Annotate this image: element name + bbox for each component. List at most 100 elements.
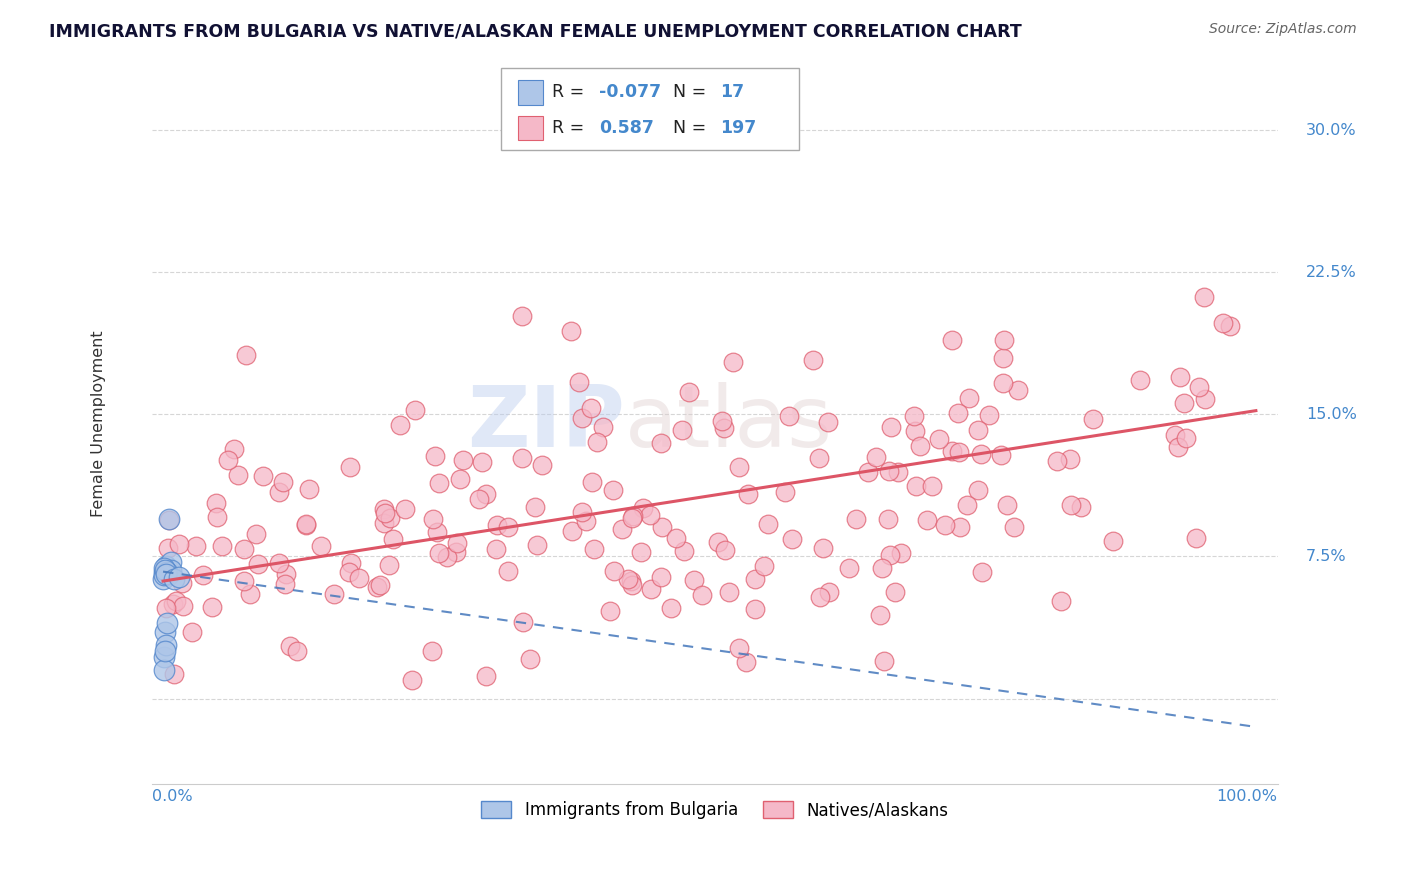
Point <box>426 525 449 540</box>
Point <box>887 465 910 479</box>
Point <box>845 512 868 526</box>
Point <box>1173 395 1195 409</box>
Point <box>602 564 624 578</box>
Point <box>678 384 700 399</box>
Text: atlas: atlas <box>624 383 832 466</box>
Point <box>446 535 468 549</box>
Point <box>1194 392 1216 406</box>
Point <box>155 644 177 658</box>
Point <box>181 625 204 640</box>
Point <box>510 309 533 323</box>
Point <box>921 478 943 492</box>
Point <box>993 334 1015 348</box>
Point <box>205 510 228 524</box>
Point <box>561 524 583 539</box>
Legend: Immigrants from Bulgaria, Natives/Alaskans: Immigrants from Bulgaria, Natives/Alaska… <box>475 794 955 826</box>
Point <box>1081 412 1104 426</box>
Point <box>967 423 990 437</box>
Point <box>156 568 179 582</box>
Text: N =: N = <box>673 84 711 102</box>
Point <box>323 587 346 601</box>
Point <box>630 545 652 559</box>
Point <box>519 652 541 666</box>
Point <box>155 625 177 640</box>
Point <box>713 421 735 435</box>
Point <box>153 649 176 664</box>
Point <box>155 566 177 581</box>
Point <box>811 541 834 555</box>
Text: 22.5%: 22.5% <box>1306 265 1357 280</box>
Point <box>1188 380 1211 394</box>
Point <box>163 572 186 586</box>
Point <box>890 546 912 560</box>
Point <box>429 476 451 491</box>
Point <box>948 444 970 458</box>
Point <box>156 615 179 630</box>
Point <box>366 580 388 594</box>
Point <box>157 563 180 577</box>
Point <box>382 533 405 547</box>
Point <box>217 453 239 467</box>
Point <box>404 403 426 417</box>
Point <box>808 451 831 466</box>
Point <box>378 558 401 573</box>
Point <box>155 563 177 577</box>
Point <box>485 541 508 556</box>
Point <box>905 479 928 493</box>
Point <box>186 539 208 553</box>
Point <box>309 539 332 553</box>
Point <box>713 542 735 557</box>
Point <box>1168 369 1191 384</box>
Text: N =: N = <box>673 119 711 137</box>
Point <box>172 599 194 614</box>
Point <box>928 433 950 447</box>
Point <box>744 572 766 586</box>
Point <box>436 549 458 564</box>
Point <box>621 511 644 525</box>
Point <box>156 565 179 579</box>
Point <box>869 608 891 623</box>
Point <box>808 590 831 604</box>
Point <box>651 520 673 534</box>
Point <box>773 484 796 499</box>
Point <box>152 561 174 575</box>
Text: R =: R = <box>551 119 595 137</box>
Point <box>1212 316 1234 330</box>
Point <box>870 561 893 575</box>
Point <box>211 539 233 553</box>
Point <box>778 409 800 424</box>
Point <box>233 541 256 556</box>
Point <box>496 520 519 534</box>
Point <box>735 655 758 669</box>
Point <box>239 587 262 601</box>
Point <box>592 420 614 434</box>
Point <box>752 558 775 573</box>
Point <box>941 444 963 458</box>
Point <box>157 513 180 527</box>
Point <box>934 518 956 533</box>
Point <box>672 544 695 558</box>
Point <box>879 548 901 562</box>
Point <box>877 463 900 477</box>
Point <box>523 500 546 515</box>
Point <box>723 355 745 369</box>
Point <box>160 563 183 577</box>
Point <box>817 415 839 429</box>
Text: R =: R = <box>551 84 589 102</box>
Point <box>575 514 598 528</box>
Point <box>659 601 682 615</box>
Point <box>585 434 607 449</box>
Point <box>571 505 593 519</box>
Point <box>1184 531 1206 545</box>
Point <box>690 588 713 602</box>
Point <box>156 541 179 555</box>
Point <box>162 597 184 611</box>
Point <box>1060 498 1083 512</box>
Point <box>526 538 548 552</box>
Point <box>422 511 444 525</box>
Point <box>160 555 183 569</box>
Point <box>728 460 751 475</box>
Point <box>941 334 963 348</box>
Point <box>420 644 443 658</box>
Point <box>475 487 498 501</box>
